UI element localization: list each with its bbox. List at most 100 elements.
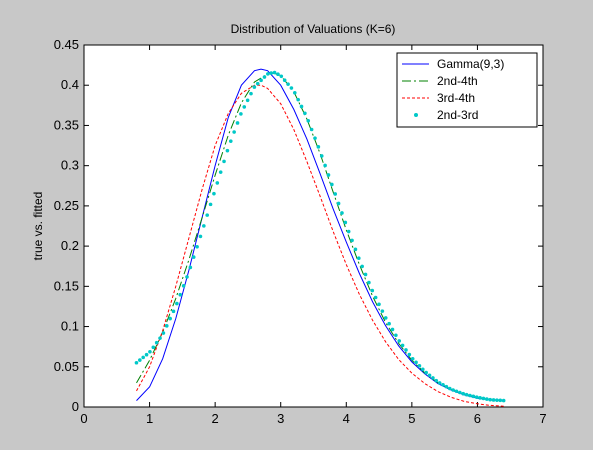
data-point (481, 396, 486, 401)
series-layer (134, 68, 506, 407)
data-point (279, 74, 284, 79)
data-point (454, 389, 459, 394)
data-point (154, 340, 159, 345)
data-point (424, 370, 428, 375)
data-point (262, 75, 267, 79)
series-line (136, 68, 504, 402)
x-tick-label: 2 (212, 411, 219, 426)
legend-label: 2nd-4th (437, 74, 478, 88)
data-point (458, 390, 462, 395)
data-point (437, 381, 442, 385)
data-point (188, 265, 193, 270)
data-point (421, 367, 425, 372)
data-point (404, 348, 408, 352)
y-tick-label: 0.4 (61, 77, 79, 92)
y-tick-label: 0.15 (54, 278, 79, 293)
data-point (178, 292, 183, 297)
data-point (333, 192, 338, 196)
data-point (350, 238, 354, 243)
data-point (198, 234, 203, 239)
data-point (441, 382, 445, 387)
data-point (151, 345, 156, 350)
data-point (474, 395, 479, 399)
data-point (215, 181, 220, 185)
data-point (370, 288, 375, 293)
data-point (242, 105, 247, 109)
data-point (138, 358, 142, 362)
data-point (353, 247, 358, 252)
x-tick-label: 6 (474, 411, 481, 426)
y-tick-label: 0.45 (54, 37, 79, 52)
data-point (289, 86, 294, 90)
data-point (266, 72, 270, 76)
data-point (171, 309, 176, 314)
data-point (485, 397, 489, 401)
data-point (394, 333, 398, 338)
data-point (495, 398, 499, 402)
data-point (410, 357, 415, 361)
data-point (185, 275, 189, 279)
data-point (427, 373, 432, 378)
y-tick-label: 0.3 (61, 158, 79, 173)
series-2nd-3rd (134, 70, 506, 403)
data-point (181, 284, 186, 288)
x-tick-label: 5 (408, 411, 415, 426)
data-point (252, 85, 257, 89)
data-point (451, 388, 455, 392)
data-point (367, 280, 371, 285)
y-tick-label: 0.2 (61, 238, 79, 253)
legend: Gamma(9,3) 2nd-4th 3rd-4th 2nd-3rd (396, 52, 538, 128)
data-point (468, 393, 472, 398)
x-tick-label: 0 (80, 411, 87, 426)
data-point (319, 154, 324, 158)
data-point (175, 301, 179, 306)
data-point (235, 121, 240, 125)
legend-box (396, 52, 538, 128)
data-point (144, 352, 149, 357)
data-point (346, 229, 351, 234)
data-point (316, 145, 321, 149)
data-point (249, 91, 253, 96)
data-point (464, 392, 469, 397)
data-point (161, 331, 166, 335)
data-point (232, 130, 236, 134)
x-tick-label: 7 (539, 411, 546, 426)
data-point (498, 398, 503, 403)
data-point (309, 127, 314, 132)
y-tick-label: 0.25 (54, 198, 79, 213)
data-point (299, 104, 304, 109)
data-point (276, 72, 280, 77)
data-point (228, 139, 233, 143)
data-point (222, 159, 226, 164)
data-point (363, 272, 368, 277)
data-point (225, 148, 230, 153)
data-point (313, 136, 317, 140)
data-point (461, 391, 466, 396)
data-point (444, 384, 449, 389)
data-point (488, 397, 492, 402)
data-point (471, 394, 476, 399)
data-point (282, 78, 287, 82)
data-point (292, 91, 297, 95)
data-point (269, 71, 274, 75)
data-point (158, 336, 162, 340)
data-point (259, 78, 263, 83)
data-point (326, 173, 331, 177)
data-point (414, 360, 418, 365)
data-point (501, 398, 506, 403)
series-line (136, 84, 504, 407)
data-point (134, 360, 139, 365)
x-tick-label: 1 (146, 411, 153, 426)
legend-label: 3rd-4th (437, 91, 475, 105)
data-point (390, 327, 395, 332)
legend-label: 2nd-3rd (437, 108, 478, 122)
data-point (340, 211, 344, 215)
data-point (306, 119, 311, 123)
data-point (360, 264, 364, 269)
data-point (239, 112, 243, 116)
data-point (447, 386, 452, 391)
chart-title: Distribution of Valuations (K=6) (231, 22, 396, 36)
x-tick-label: 4 (343, 411, 350, 426)
x-tick-label: 3 (277, 411, 284, 426)
y-tick-label: 0.35 (54, 117, 79, 132)
